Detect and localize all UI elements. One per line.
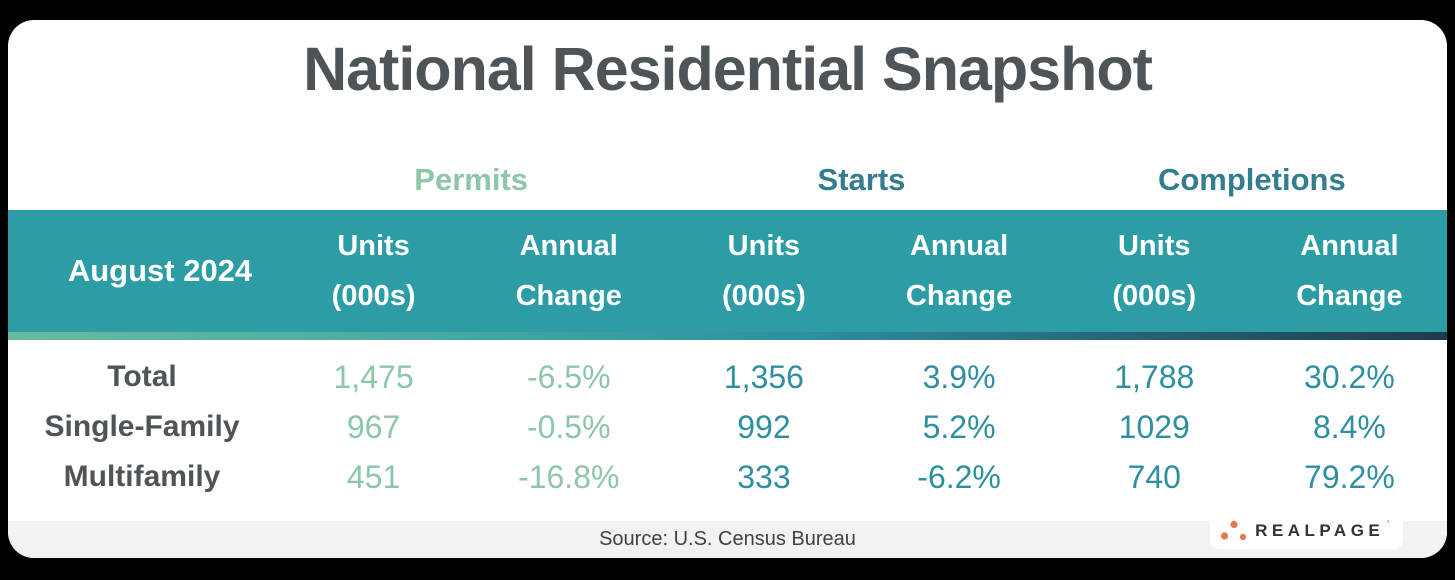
multifamily-permits-units: 451 [346, 458, 401, 495]
divider-gradient [8, 332, 1447, 340]
group-header-starts: Starts [817, 162, 906, 197]
source-text: Source: U.S. Census Bureau [599, 528, 856, 550]
table-body: Total 1,475 -6.5% 1,356 3.9% 1,788 30.2%… [8, 340, 1447, 502]
row-label-total: Total [107, 360, 177, 393]
trademark-mark: ' [1387, 519, 1389, 529]
total-starts-units: 1,356 [723, 358, 804, 395]
group-header-row: Permits Starts Completions [8, 158, 1447, 202]
single-family-completions-units: 1029 [1118, 408, 1190, 445]
col-header-permits-change: Annual Change [515, 230, 622, 312]
col-header-starts-change: Annual Change [905, 230, 1013, 312]
snapshot-card: National Residential Snapshot Permits St… [8, 20, 1447, 558]
multifamily-completions-units: 740 [1127, 458, 1181, 495]
total-completions-units: 1,788 [1114, 358, 1195, 395]
page-title: National Residential Snapshot [303, 35, 1153, 103]
table-row: Multifamily 451 -16.8% 333 -6.2% 740 79.… [8, 452, 1447, 502]
table-row: Total 1,475 -6.5% 1,356 3.9% 1,788 30.2% [8, 352, 1447, 402]
col-header-completions-units: Units (000s) [1112, 230, 1197, 312]
period-label: August 2024 [67, 253, 253, 288]
realpage-logo-text: REALPAGE [1255, 521, 1385, 540]
table-header-row: August 2024 Units (000s) Annual Change U… [8, 210, 1447, 332]
single-family-completions-change: 8.4% [1312, 408, 1386, 445]
multifamily-permits-change: -16.8% [518, 458, 620, 495]
row-label-multifamily: Multifamily [63, 460, 221, 493]
single-family-starts-change: 5.2% [922, 408, 996, 445]
single-family-starts-units: 992 [737, 408, 791, 445]
table-row: Single-Family 967 -0.5% 992 5.2% 1029 8.… [8, 402, 1447, 452]
group-header-completions: Completions [1157, 162, 1346, 197]
total-permits-change: -6.5% [526, 358, 611, 395]
realpage-dots-icon [1220, 520, 1247, 541]
single-family-permits-units: 967 [346, 408, 401, 445]
total-starts-change: 3.9% [922, 358, 996, 395]
total-permits-units: 1,475 [333, 358, 414, 395]
multifamily-starts-change: -6.2% [917, 458, 1001, 495]
row-label-single-family: Single-Family [44, 410, 240, 443]
realpage-logo: REALPAGE ' [1210, 514, 1403, 549]
col-header-starts-units: Units (000s) [722, 230, 806, 312]
total-completions-change: 30.2% [1304, 358, 1395, 395]
source-bar: Source: U.S. Census Bureau [8, 521, 1447, 558]
multifamily-starts-units: 333 [737, 458, 791, 495]
group-header-permits: Permits [414, 162, 529, 197]
col-header-completions-change: Annual Change [1296, 230, 1403, 312]
multifamily-completions-change: 79.2% [1304, 458, 1395, 495]
single-family-permits-change: -0.5% [526, 408, 611, 445]
col-header-permits-units: Units (000s) [331, 230, 416, 312]
